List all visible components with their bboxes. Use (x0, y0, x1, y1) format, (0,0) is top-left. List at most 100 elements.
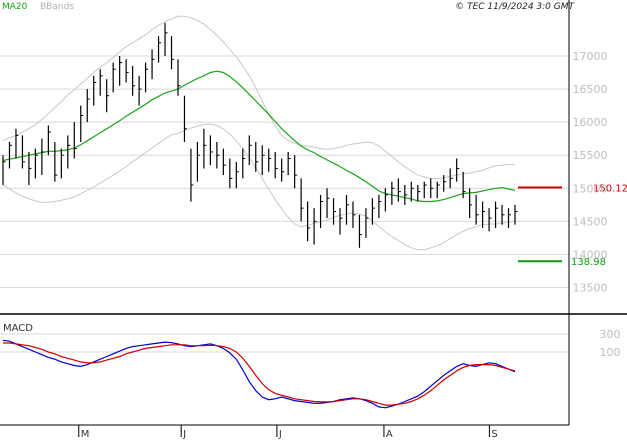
price-bar (268, 148, 272, 172)
price-bar (294, 155, 298, 189)
price-bar (436, 181, 440, 199)
price-bar (255, 142, 259, 172)
price-bar (86, 89, 90, 123)
price-bar (196, 142, 200, 182)
bbands-upper-line (2, 15, 515, 179)
price-bar (358, 214, 362, 248)
macd-title: MACD (3, 323, 33, 334)
price-bar (326, 188, 330, 219)
price-bar (242, 148, 246, 179)
price-bar (456, 158, 460, 182)
price-bar (443, 175, 447, 192)
price-bar (67, 135, 71, 169)
price-bar (132, 65, 136, 96)
price-bar (397, 178, 401, 202)
price-bar (34, 148, 38, 179)
x-tick-label: A (386, 429, 393, 440)
ma20-polyline (2, 70, 516, 203)
price-y-tick-label: 17000 (573, 50, 608, 63)
price-bar (319, 194, 324, 228)
price-bar (371, 198, 375, 225)
price-bar (41, 138, 45, 176)
price-bar (287, 151, 291, 176)
price-bar (125, 59, 129, 83)
resistance-level-label: 150.12 (593, 184, 627, 195)
copyright-text: © TEC 11/9/2024 3:0 GMT (455, 2, 575, 12)
price-bar (410, 181, 414, 202)
price-bar (21, 135, 25, 169)
price-bar (514, 204, 518, 225)
price-bar (138, 75, 142, 106)
x-tick-label: M (81, 429, 90, 440)
bbands-lower-line (2, 123, 516, 251)
price-bar (119, 56, 123, 86)
price-bar (384, 188, 388, 212)
price-y-tick-label: 16500 (573, 83, 608, 96)
price-bar (507, 208, 512, 228)
price-bar (469, 188, 473, 219)
price-bar (501, 204, 505, 225)
price-bar (365, 208, 369, 238)
price-bar (391, 181, 395, 205)
price-bar (157, 36, 162, 63)
price-y-axis: 13500 14000 14500 15000 15500 16000 16500 17000 (573, 50, 608, 295)
price-bar (339, 208, 343, 235)
price-bar (430, 178, 434, 199)
price-y-tick-label: 13500 (573, 282, 608, 295)
price-bar (190, 148, 194, 202)
price-bar (300, 178, 304, 222)
price-bar (8, 142, 12, 169)
price-bar (80, 105, 84, 142)
price-bar (112, 62, 116, 93)
price-bar (183, 95, 187, 142)
price-bar (449, 168, 453, 189)
price-bar (423, 181, 427, 199)
price-bar (216, 142, 220, 169)
x-tick-label: S (491, 429, 497, 440)
macd-series-macd (2, 339, 516, 409)
price-bar (475, 194, 479, 225)
price-bar (378, 194, 382, 219)
price-bar (99, 69, 103, 96)
price-y-tick-label: 15000 (573, 182, 608, 195)
macd-y-tick-label: 300 (600, 328, 621, 341)
price-y-tick-label: 15500 (573, 149, 608, 162)
price-bar (203, 128, 207, 169)
x-tick-label: J (278, 429, 282, 440)
price-bar (15, 128, 19, 159)
price-bar (462, 171, 466, 199)
price-bar (488, 208, 492, 232)
price-bar (261, 145, 265, 176)
price-y-tick-label: 14000 (573, 248, 608, 261)
price-bar (332, 198, 337, 225)
price-bar (404, 185, 408, 205)
support-level-label: 138.98 (571, 257, 606, 268)
price-bar (60, 148, 64, 179)
price-bar (481, 201, 486, 228)
legend-bbands: BBands (40, 2, 74, 12)
price-bar (47, 125, 51, 156)
price-bar (248, 135, 252, 166)
macd-y-tick-label: 100 (600, 346, 621, 359)
price-bar (151, 49, 155, 80)
price-bar (235, 161, 239, 189)
price-bar (307, 201, 311, 242)
price-bar (417, 185, 421, 202)
ma20-line (2, 70, 516, 203)
price-y-tick-label: 14500 (573, 215, 608, 228)
macd-grid (0, 333, 569, 353)
price-bar (274, 151, 278, 179)
price-bar (345, 194, 349, 225)
price-bar (352, 201, 356, 228)
price-y-tick-label: 16000 (573, 116, 608, 129)
bollinger-bands (2, 15, 516, 251)
price-bar (222, 148, 226, 176)
price-bar (28, 151, 32, 185)
price-bar (209, 135, 213, 166)
price-bar (2, 155, 6, 185)
legend-ma20: MA20 (2, 2, 28, 12)
price-bar (93, 75, 97, 106)
